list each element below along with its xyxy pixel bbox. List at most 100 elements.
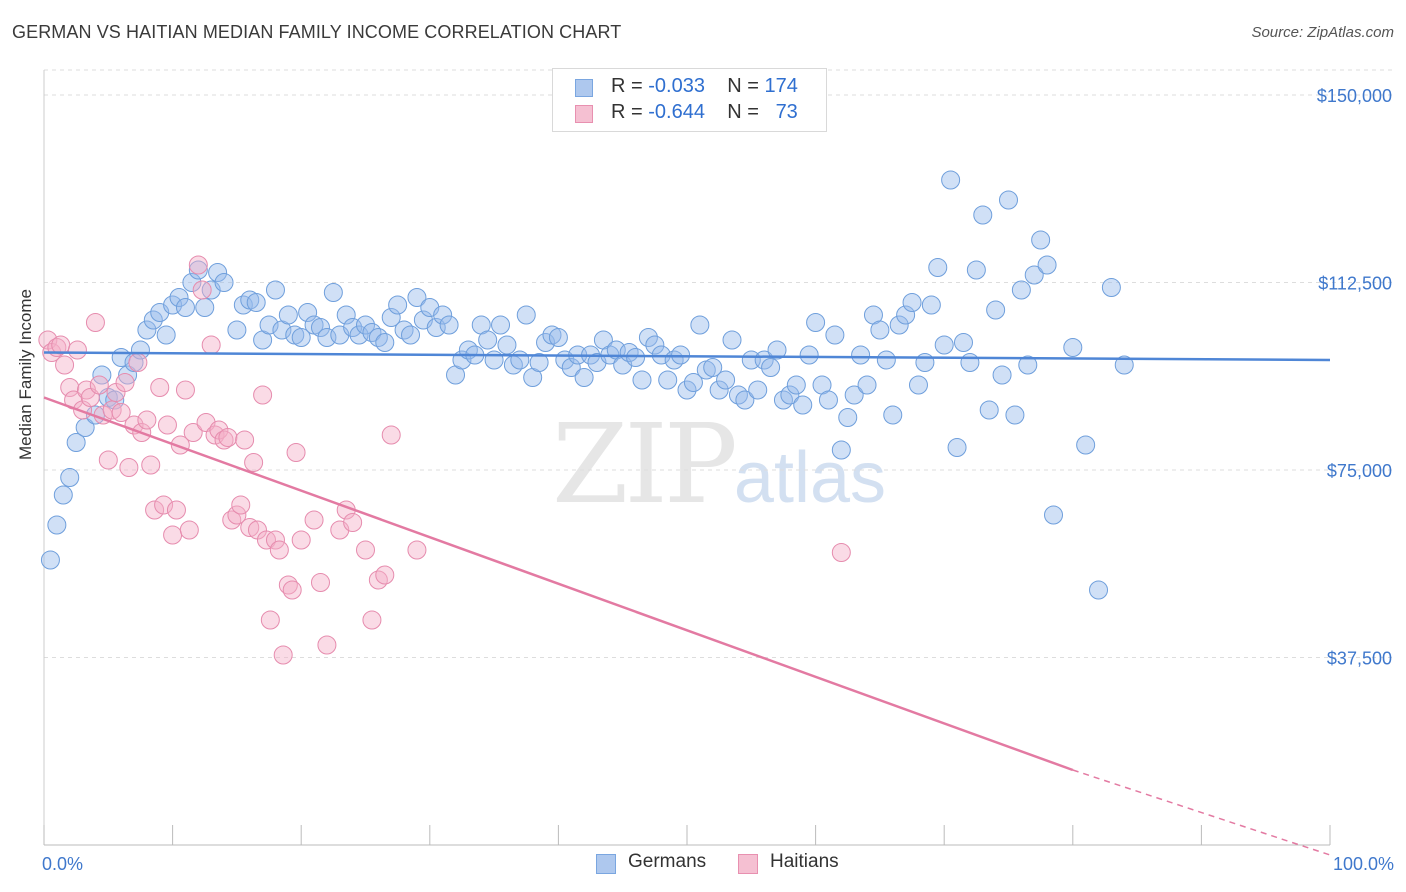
german-point bbox=[626, 348, 646, 367]
haitian-point bbox=[51, 335, 71, 355]
german-point bbox=[137, 320, 157, 340]
haitian-point bbox=[154, 495, 174, 515]
german-point bbox=[574, 368, 594, 387]
german-point bbox=[227, 320, 247, 340]
german-point bbox=[960, 353, 980, 372]
haitian-point bbox=[119, 458, 139, 477]
german-point bbox=[838, 408, 858, 427]
haitian-point bbox=[831, 543, 851, 562]
german-point bbox=[246, 293, 266, 312]
german-point bbox=[870, 320, 890, 340]
german-trend-line bbox=[43, 351, 1331, 362]
source-label: Source: ZipAtlas.com bbox=[1251, 24, 1394, 41]
german-point bbox=[478, 330, 498, 350]
german-point bbox=[388, 295, 408, 315]
bottom-legend-swatch-haitians bbox=[738, 854, 758, 874]
legend-n-label: N = bbox=[727, 75, 759, 97]
haitian-point bbox=[304, 510, 324, 530]
german-point bbox=[130, 340, 150, 360]
legend-r-label: R = bbox=[611, 101, 643, 123]
legend-r-label: R = bbox=[611, 75, 643, 97]
german-point bbox=[195, 298, 215, 317]
german-point bbox=[298, 303, 318, 322]
german-point bbox=[934, 335, 954, 355]
bottom-legend-swatch-germans bbox=[596, 854, 616, 874]
haitian-point bbox=[111, 403, 131, 422]
german-point bbox=[259, 315, 279, 335]
german-point bbox=[716, 370, 736, 390]
german-point bbox=[748, 380, 768, 400]
german-point bbox=[47, 515, 67, 535]
german-point bbox=[40, 550, 60, 570]
german-point bbox=[375, 333, 395, 352]
german-point bbox=[638, 328, 658, 347]
german-point bbox=[407, 288, 427, 307]
german-point bbox=[722, 330, 742, 350]
haitian-trend-extension bbox=[1072, 769, 1331, 856]
german-point bbox=[709, 380, 729, 400]
german-point bbox=[831, 440, 851, 460]
german-point bbox=[1005, 405, 1025, 425]
german-point bbox=[561, 358, 581, 377]
german-point bbox=[773, 390, 793, 410]
german-point bbox=[1044, 505, 1064, 525]
german-point bbox=[1076, 435, 1096, 455]
german-point bbox=[825, 325, 845, 345]
legend-r-value-germans: -0.033 bbox=[648, 75, 705, 97]
y-tick-label: $37,500 bbox=[1327, 649, 1392, 669]
haitian-point bbox=[201, 335, 221, 355]
german-point bbox=[53, 485, 73, 505]
german-point bbox=[703, 358, 723, 377]
haitian-point bbox=[375, 565, 395, 585]
haitian-point bbox=[317, 635, 337, 655]
german-point bbox=[915, 353, 935, 372]
german-point bbox=[953, 333, 973, 352]
german-point bbox=[876, 350, 896, 370]
haitian-point bbox=[179, 520, 199, 540]
german-point bbox=[368, 328, 388, 347]
legend-r-value-haitians: -0.644 bbox=[648, 101, 705, 123]
german-point bbox=[265, 280, 285, 300]
german-point bbox=[966, 260, 986, 280]
haitian-point bbox=[278, 575, 298, 595]
haitian-point bbox=[244, 453, 264, 472]
haitian-point bbox=[343, 513, 363, 532]
german-point bbox=[928, 258, 948, 277]
german-point bbox=[310, 318, 330, 337]
bottom-legend-label-haitians: Haitians bbox=[770, 851, 839, 872]
haitian-point bbox=[150, 378, 170, 397]
german-point bbox=[208, 263, 228, 282]
german-point bbox=[169, 288, 189, 307]
german-point bbox=[1037, 255, 1057, 275]
haitian-point bbox=[55, 355, 75, 375]
legend-swatch-germans bbox=[575, 79, 593, 97]
german-point bbox=[323, 283, 343, 302]
german-point bbox=[728, 385, 748, 405]
german-point bbox=[735, 390, 755, 410]
german-point bbox=[118, 365, 138, 385]
haitian-point bbox=[115, 373, 135, 392]
german-point bbox=[658, 370, 678, 390]
german-point bbox=[857, 375, 877, 395]
haitian-point bbox=[227, 505, 247, 525]
german-point bbox=[889, 315, 909, 335]
haitian-point bbox=[356, 540, 375, 560]
legend-n-value-germans: 174 bbox=[764, 75, 798, 97]
german-point bbox=[536, 333, 556, 352]
haitian-point bbox=[89, 375, 109, 395]
german-point bbox=[143, 310, 163, 330]
german-point bbox=[921, 295, 941, 315]
german-point bbox=[902, 293, 922, 312]
german-point bbox=[999, 190, 1018, 210]
german-point bbox=[439, 315, 459, 335]
y-tick-label: $75,000 bbox=[1327, 461, 1392, 481]
german-point bbox=[529, 353, 549, 372]
german-point bbox=[851, 345, 871, 365]
haitian-point bbox=[85, 313, 105, 332]
german-point bbox=[941, 170, 961, 190]
german-point bbox=[510, 350, 530, 370]
haitian-point bbox=[269, 540, 289, 560]
haitian-point bbox=[310, 573, 330, 592]
haitian-point bbox=[282, 580, 302, 600]
haitian-point bbox=[273, 645, 293, 665]
